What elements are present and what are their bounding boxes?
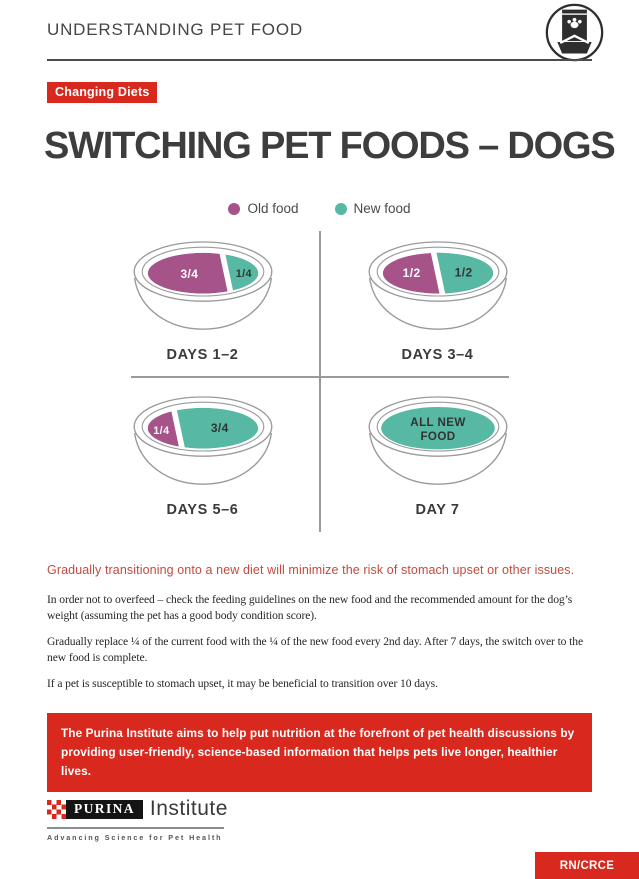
old-food-dot-icon [228, 202, 241, 215]
bowl-graphic-days-1-2: 3/4 1/4 [133, 241, 272, 330]
footer-divider [47, 827, 224, 829]
purina-institute-logo: PURINA Institute [47, 797, 228, 821]
new-food-dot-icon [334, 202, 347, 215]
legend-item-new-food: New food [334, 201, 411, 216]
portion-label: FOOD [420, 430, 455, 443]
footer-logo: PURINA Institute Advancing Science for P… [47, 797, 228, 842]
paragraph-2: Gradually replace ¼ of the current food … [47, 634, 584, 665]
paragraph-1: In order not to overfeed – check the fee… [47, 593, 573, 623]
body-text: In order not to overfeed – check the fee… [47, 592, 587, 701]
portion-label: 1/2 [454, 265, 472, 279]
corner-tag: RN/CRCE [535, 852, 639, 879]
portion-label: 1/2 [402, 266, 420, 280]
legend-item-old-food: Old food [228, 201, 299, 216]
legend-label-old: Old food [247, 201, 299, 216]
bowl-day-7: ALL NEW FOOD DAY 7 [320, 382, 555, 535]
lead-sentence: Gradually transitioning onto a new diet … [47, 563, 575, 577]
bowl-graphic-days-5-6: 1/4 3/4 [133, 396, 272, 485]
callout-box: The Purina Institute aims to help put nu… [47, 713, 592, 792]
bowl-days-3-4: 1/2 1/2 DAYS 3–4 [320, 229, 555, 382]
transition-diagram: 3/4 1/4 DAYS 1–2 1/2 1/2 [85, 229, 555, 535]
bowl-days-5-6: 1/4 3/4 DAYS 5–6 [85, 382, 320, 535]
institute-wordmark: Institute [149, 797, 228, 820]
paragraph-3: If a pet is susceptible to stomach upset… [47, 676, 438, 690]
bowl-label: DAY 7 [415, 502, 460, 518]
horizontal-divider [131, 376, 509, 378]
legend: Old food New food [0, 201, 639, 216]
legend-label-new: New food [353, 201, 411, 216]
bowl-graphic-day-7: ALL NEW FOOD [368, 396, 507, 485]
purina-checkerboard-icon [47, 799, 66, 819]
bowl-label: DAYS 1–2 [166, 347, 239, 363]
footer-tagline: Advancing Science for Pet Health [47, 832, 223, 842]
section-badge: Changing Diets [47, 82, 158, 103]
bowl-label: DAYS 5–6 [166, 502, 239, 518]
portion-label: 3/4 [180, 267, 198, 281]
portion-label: 1/4 [235, 268, 251, 280]
page-title: SWITCHING PET FOODS – DOGS [44, 125, 616, 167]
pet-food-icon [544, 2, 605, 63]
header-divider [47, 59, 592, 61]
bowl-label: DAYS 3–4 [401, 347, 474, 363]
vertical-divider [319, 231, 321, 532]
portion-label: 1/4 [153, 425, 169, 437]
bowl-days-1-2: 3/4 1/4 DAYS 1–2 [85, 229, 320, 382]
portion-label: ALL NEW [410, 416, 465, 429]
page-header-title: UNDERSTANDING PET FOOD [47, 20, 303, 39]
bowl-graphic-days-3-4: 1/2 1/2 [368, 241, 507, 330]
portion-label: 3/4 [210, 421, 228, 435]
purina-wordmark: PURINA [66, 799, 143, 819]
